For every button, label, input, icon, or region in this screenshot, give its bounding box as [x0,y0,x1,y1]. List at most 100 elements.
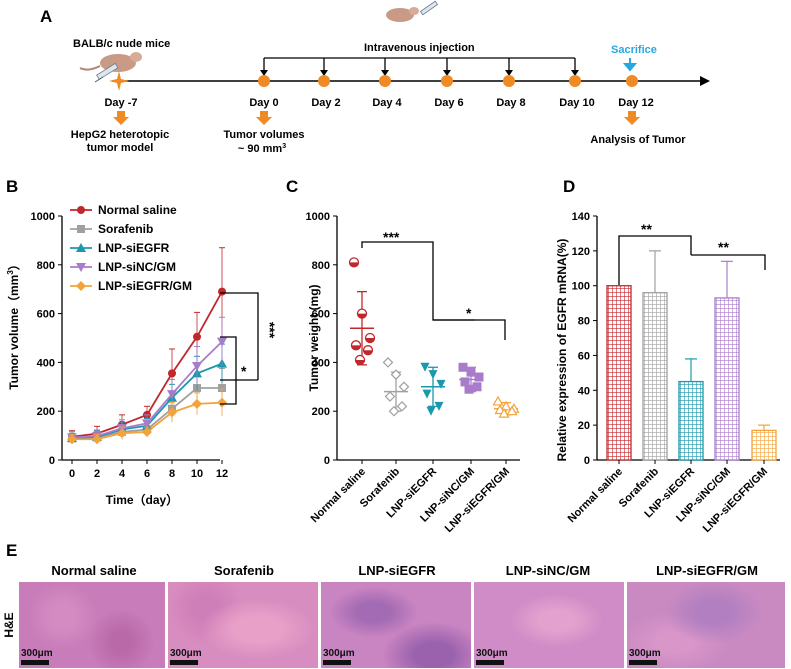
he-image-lnp-sinc-gm: 300μm [474,582,624,668]
data-point [426,406,436,416]
data-point [218,384,226,393]
data-point [77,206,85,214]
timeline-arrowhead [700,76,710,86]
panel-label-e: E [6,541,17,560]
data-point [422,389,432,399]
series-0 [68,247,226,443]
note-model: tumor model [87,142,154,154]
y-tick-label: 80 [578,316,590,328]
y-tick-label: 400 [312,357,330,369]
group-1 [382,357,410,417]
injection-arrowheads [260,70,579,76]
chart-c-significance [361,241,506,340]
group-4 [492,395,520,418]
syringe-icon [94,62,119,83]
scale-label: 300μm [21,648,53,659]
he-image-sorafenib: 300μm [168,582,318,668]
data-point [76,243,86,252]
data-point [168,369,176,378]
series-4 [67,388,227,445]
data-point [193,332,201,341]
data-point [192,398,202,409]
data-point [142,426,152,437]
data-point [472,382,482,392]
data-point [390,369,402,380]
y-tick-label: 1000 [31,211,55,223]
y-tick-label: 800 [312,260,330,272]
y-tick-label: 40 [578,385,590,397]
data-point [464,384,474,394]
he-image-normal-saline: 300μm [19,582,165,668]
sacrifice-label: Sacrifice [611,44,657,56]
he-title: Normal saline [51,563,136,578]
data-point [218,287,226,296]
chart-c-ylabel: Tumor weight (mg) [307,284,321,391]
data-point [458,362,468,372]
data-point [192,362,202,372]
legend-label: LNP-siEGFR [98,241,170,255]
group-2 [420,362,446,416]
sig-b-bottom: * [241,363,247,379]
day-label: Day 2 [311,97,340,109]
day-label: Day 8 [496,97,525,109]
tumor-volume-chart: 0 200 400 600 800 1000 0 2 4 6 8 10 12 Normal saline S… [31,203,229,480]
y-tick-label: 200 [312,406,330,418]
he-image-lnp-siegfr-gm: 300μm [627,582,785,668]
note-volume: Tumor volumes [223,129,304,141]
x-tick-label: Normal saline [566,466,625,525]
y-tick-label: 600 [312,309,330,321]
data-point [492,395,504,406]
y-tick-label: 200 [37,406,55,418]
sig-c-top: *** [383,229,400,245]
y-tick-label: 0 [324,455,330,467]
data-point [428,370,438,380]
timeline-dots [258,75,638,87]
x-tick-label: 4 [119,468,126,480]
day-label: Day -7 [104,97,137,109]
x-tick-label: LNP-siEGFR/GM [443,466,512,535]
x-tick-label: 6 [144,468,150,480]
timeline-model-marker [109,71,129,91]
y-tick-label: 800 [37,260,55,272]
day-label: Day 12 [618,97,653,109]
sig-c-bottom: * [466,305,472,321]
note-arrows [113,111,640,125]
he-image-lnp-siegfr: 300μm [321,582,471,668]
panel-label-a: A [40,7,52,26]
he-row-label: H&E [2,612,16,637]
sig-d-left: ** [641,221,652,237]
x-tick-label: 8 [169,468,175,480]
legend-label: Sorafenib [98,222,153,236]
data-point-fill [357,313,367,319]
day-label: Day 6 [434,97,463,109]
y-tick-label: 100 [572,281,590,293]
y-tick-label: 0 [584,455,590,467]
note-analysis: Analysis of Tumor [590,134,686,146]
data-point [76,263,86,272]
scale-label: 300μm [476,648,508,659]
chart-d-significance [618,235,766,285]
data-point [217,337,227,347]
data-point-fill [349,262,359,267]
panel-label-d: D [563,177,575,196]
chart-d-ylabel: Relative expression of EGFR mRNA(%) [555,239,569,462]
bar [606,285,632,461]
y-tick-label: 60 [578,350,590,362]
data-point [77,225,85,233]
data-point [167,390,177,400]
note-model: HepG2 heterotopic [71,129,169,141]
x-tick-label: Normal saline [309,466,368,525]
x-tick-label: LNP-siEGFR/GM [701,466,770,535]
data-point [67,434,77,445]
data-point [460,377,470,387]
data-point-fill [365,338,375,343]
syringe-icon-top [419,0,439,16]
data-point [142,419,152,429]
scale-bar [170,660,198,665]
sacrifice-arrow [622,58,638,72]
injection-label: Intravenous injection [364,42,475,54]
sig-b-top: *** [262,322,278,339]
data-point [436,379,446,389]
panel-label-c: C [286,177,298,196]
